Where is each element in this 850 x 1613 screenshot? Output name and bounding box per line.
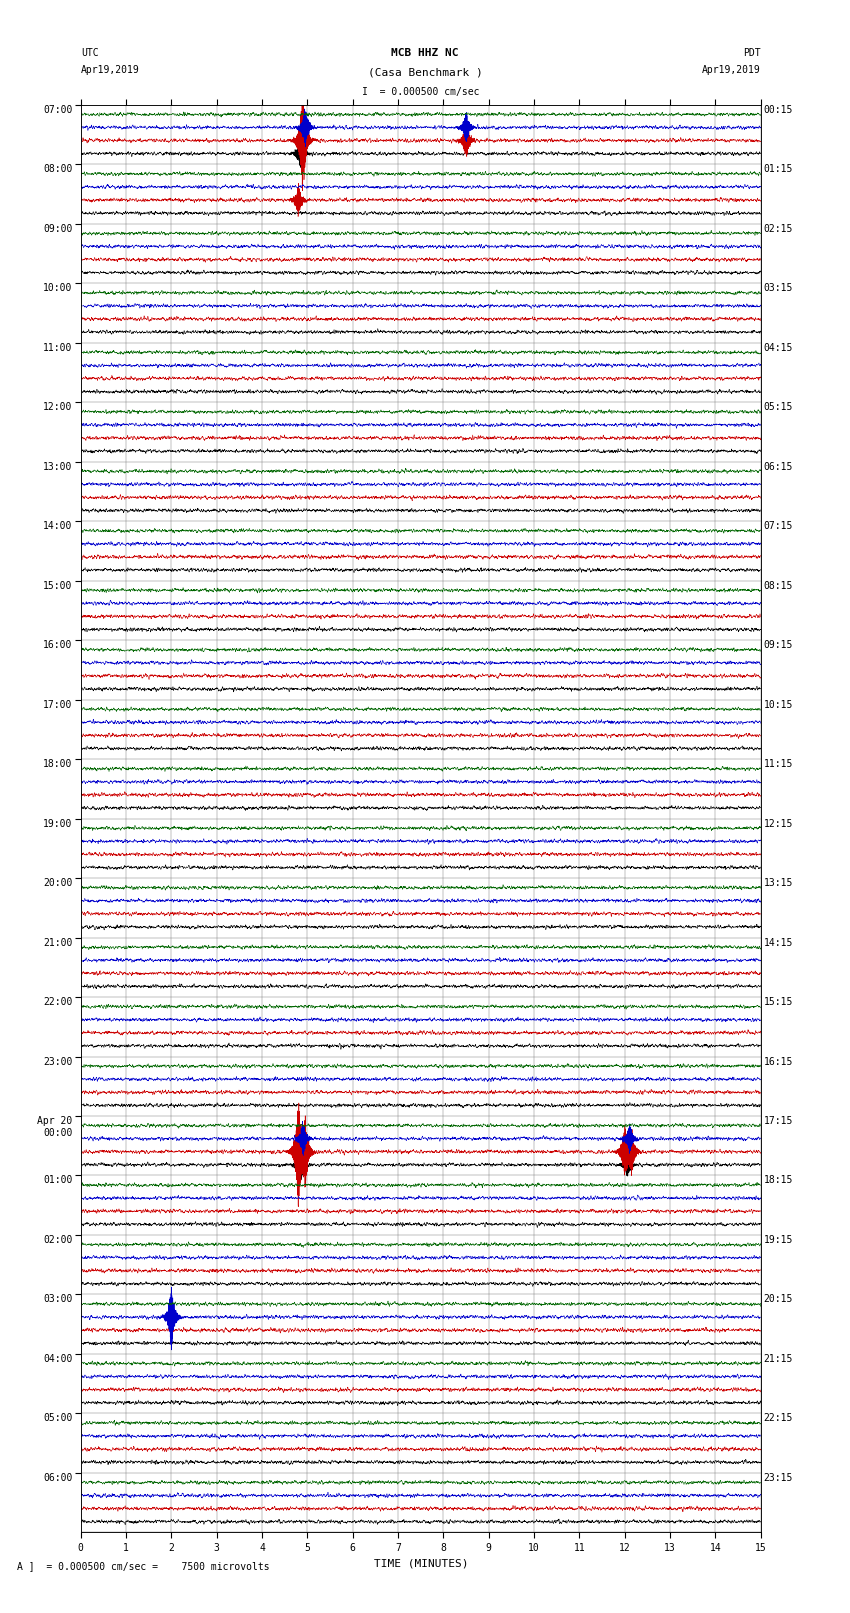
Text: PDT: PDT	[743, 48, 761, 58]
Text: A ]  = 0.000500 cm/sec =    7500 microvolts: A ] = 0.000500 cm/sec = 7500 microvolts	[17, 1561, 269, 1571]
Text: MCB HHZ NC: MCB HHZ NC	[391, 48, 459, 58]
Text: (Casa Benchmark ): (Casa Benchmark )	[367, 68, 483, 77]
Text: Apr19,2019: Apr19,2019	[702, 65, 761, 74]
Text: I  = 0.000500 cm/sec: I = 0.000500 cm/sec	[362, 87, 479, 97]
Text: Apr19,2019: Apr19,2019	[81, 65, 139, 74]
Text: UTC: UTC	[81, 48, 99, 58]
X-axis label: TIME (MINUTES): TIME (MINUTES)	[373, 1558, 468, 1568]
